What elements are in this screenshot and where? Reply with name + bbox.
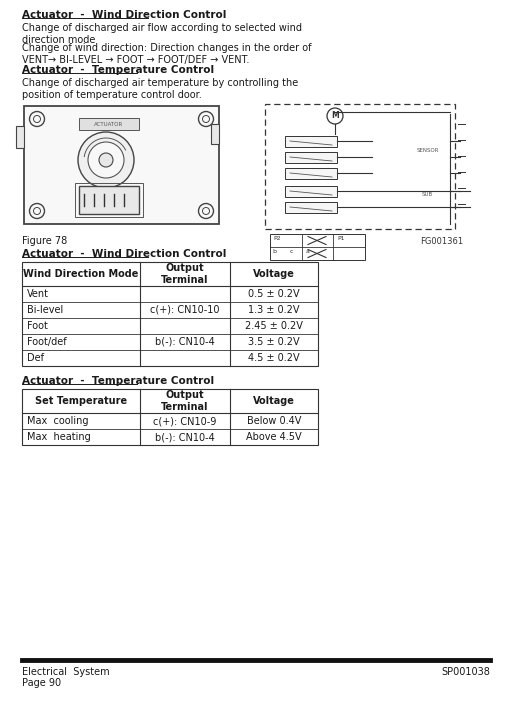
Text: SP001038: SP001038: [440, 667, 489, 677]
Text: c(+): CN10-10: c(+): CN10-10: [150, 305, 219, 315]
Circle shape: [78, 132, 134, 188]
Text: P1: P1: [336, 236, 344, 241]
Bar: [79, 186, 139, 214]
Bar: [16, 126, 24, 148]
Bar: [285, 202, 336, 213]
Text: Voltage: Voltage: [252, 396, 294, 406]
Text: P2: P2: [272, 236, 280, 241]
Text: a: a: [305, 249, 309, 254]
Circle shape: [198, 112, 213, 126]
Text: Vent: Vent: [27, 289, 49, 299]
Text: Def: Def: [27, 353, 44, 363]
Text: Figure 78: Figure 78: [22, 236, 67, 246]
Circle shape: [99, 153, 113, 167]
Bar: [269, 234, 364, 260]
Bar: [285, 152, 336, 163]
Bar: [79, 118, 139, 130]
Text: SUB: SUB: [421, 192, 432, 197]
Text: c(+): CN10-9: c(+): CN10-9: [153, 416, 216, 426]
Text: Wind Direction Mode: Wind Direction Mode: [23, 269, 138, 279]
Text: 1.3 ± 0.2V: 1.3 ± 0.2V: [248, 305, 299, 315]
Bar: [211, 124, 218, 144]
Text: b(-): CN10-4: b(-): CN10-4: [155, 432, 214, 442]
Text: Actuator  -  Temperature Control: Actuator - Temperature Control: [22, 376, 214, 386]
Text: M: M: [330, 112, 338, 121]
Circle shape: [34, 208, 40, 215]
Text: Actuator  -  Wind Direction Control: Actuator - Wind Direction Control: [22, 249, 226, 259]
Text: Electrical  System: Electrical System: [22, 667, 109, 677]
Text: Set Temperature: Set Temperature: [35, 396, 127, 406]
Text: Above 4.5V: Above 4.5V: [246, 432, 301, 442]
Text: Page 90: Page 90: [22, 678, 61, 688]
Bar: [285, 186, 336, 197]
Text: Voltage: Voltage: [252, 269, 294, 279]
Text: Actuator  -  Wind Direction Control: Actuator - Wind Direction Control: [22, 10, 226, 20]
Text: Output
Terminal: Output Terminal: [161, 263, 208, 285]
Text: Max  heating: Max heating: [27, 432, 91, 442]
Text: FG001361: FG001361: [419, 237, 462, 246]
Text: 2.45 ± 0.2V: 2.45 ± 0.2V: [245, 321, 302, 331]
Circle shape: [30, 112, 44, 126]
Circle shape: [34, 116, 40, 123]
Circle shape: [202, 208, 209, 215]
Text: Bi-level: Bi-level: [27, 305, 63, 315]
Bar: [22, 262, 318, 366]
Bar: [22, 389, 318, 445]
Circle shape: [198, 204, 213, 218]
Text: Change of wind direction: Direction changes in the order of
VENT→ BI-LEVEL → FOO: Change of wind direction: Direction chan…: [22, 43, 311, 65]
Text: Foot: Foot: [27, 321, 48, 331]
Text: Below 0.4V: Below 0.4V: [246, 416, 301, 426]
FancyBboxPatch shape: [265, 104, 454, 229]
Text: 3.5 ± 0.2V: 3.5 ± 0.2V: [248, 337, 299, 347]
Text: Actuator  -  Temperature Control: Actuator - Temperature Control: [22, 65, 214, 75]
Circle shape: [326, 108, 343, 124]
Text: Change of discharged air temperature by controlling the
position of temperature : Change of discharged air temperature by …: [22, 78, 298, 100]
Text: c: c: [290, 249, 293, 254]
Circle shape: [30, 204, 44, 218]
Circle shape: [88, 142, 124, 178]
Bar: [75, 183, 143, 217]
Bar: [285, 168, 336, 179]
Text: Foot/def: Foot/def: [27, 337, 67, 347]
Text: ACTUATOR: ACTUATOR: [94, 121, 123, 126]
Text: Output
Terminal: Output Terminal: [161, 390, 208, 412]
Text: SENSOR: SENSOR: [416, 147, 439, 152]
Text: Change of discharged air flow according to selected wind
direction mode: Change of discharged air flow according …: [22, 23, 301, 45]
Text: 0.5 ± 0.2V: 0.5 ± 0.2V: [248, 289, 299, 299]
Text: 4.5 ± 0.2V: 4.5 ± 0.2V: [248, 353, 299, 363]
Text: b: b: [271, 249, 275, 254]
Circle shape: [202, 116, 209, 123]
Text: Max  cooling: Max cooling: [27, 416, 89, 426]
Bar: [24, 106, 218, 224]
Bar: [285, 136, 336, 147]
Text: b(-): CN10-4: b(-): CN10-4: [155, 337, 214, 347]
